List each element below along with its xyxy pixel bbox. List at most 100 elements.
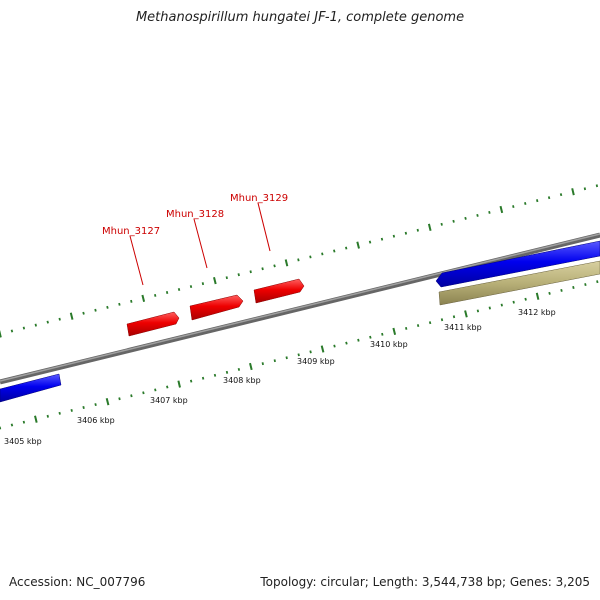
lower-track-minor-tick — [440, 318, 444, 322]
lower-track-major-tick — [464, 310, 468, 318]
accession-text: Accession: NC_007796 — [9, 575, 146, 589]
lower-track-minor-tick — [166, 385, 169, 389]
upper-track-major-tick — [69, 312, 74, 320]
gene-label-leader-3129 — [257, 202, 271, 252]
lower-track-minor-tick — [369, 335, 372, 339]
lower-track-major-tick — [34, 415, 38, 423]
scale-label-3409: 3409 kbp — [297, 357, 335, 366]
upper-track-minor-tick — [177, 288, 181, 292]
lower-track-minor-tick — [584, 283, 587, 287]
upper-tick-track — [0, 184, 599, 338]
upper-track-major-tick — [213, 276, 217, 285]
lower-track-minor-tick — [285, 356, 288, 360]
upper-track-minor-tick — [273, 264, 276, 268]
upper-track-major-tick — [284, 259, 289, 267]
upper-track-minor-tick — [201, 282, 205, 286]
upper-track-major-tick — [0, 330, 2, 338]
lower-track-minor-tick — [512, 300, 515, 304]
upper-track-major-tick — [499, 205, 504, 214]
upper-track-minor-tick — [452, 219, 455, 223]
upper-track-major-tick — [571, 188, 575, 196]
gene-label-mhun-3129[interactable]: Mhun_3129 — [230, 193, 288, 204]
upper-track-minor-tick — [10, 329, 14, 333]
scale-label-3408: 3408 kbp — [223, 376, 261, 385]
gene-label-leader-3128 — [193, 218, 208, 269]
lower-track-minor-tick — [22, 420, 26, 424]
upper-track-major-tick — [356, 241, 360, 249]
genome-summary-text: Topology: circular; Length: 3,544,738 bp… — [260, 575, 590, 589]
upper-track-minor-tick — [368, 240, 372, 244]
gene-mhun-3128[interactable] — [189, 294, 244, 321]
gene-label-mhun-3127[interactable]: Mhun_3127 — [102, 226, 160, 237]
lower-track-major-tick — [392, 327, 397, 336]
upper-track-minor-tick — [345, 246, 348, 250]
upper-track-minor-tick — [94, 308, 97, 312]
forward-gene-left[interactable] — [0, 373, 62, 403]
lower-track-minor-tick — [273, 359, 276, 363]
upper-track-minor-tick — [297, 258, 300, 262]
upper-track-minor-tick — [559, 193, 563, 197]
lower-track-minor-tick — [476, 309, 480, 313]
upper-track-minor-tick — [237, 273, 240, 277]
upper-track-minor-tick — [225, 276, 228, 280]
lower-track-minor-tick — [548, 291, 551, 295]
lower-track-minor-tick — [118, 397, 121, 401]
upper-track-minor-tick — [536, 199, 539, 203]
upper-track-minor-tick — [464, 216, 467, 220]
lower-track-minor-tick — [213, 373, 217, 377]
lower-track-minor-tick — [452, 315, 456, 319]
upper-track-minor-tick — [583, 187, 587, 191]
upper-track-minor-tick — [440, 222, 443, 226]
gene-mhun-3129[interactable] — [253, 278, 305, 304]
lower-track-minor-tick — [297, 353, 300, 357]
upper-track-minor-tick — [380, 237, 384, 241]
upper-track-minor-tick — [524, 202, 527, 206]
upper-track-minor-tick — [512, 205, 515, 209]
upper-track-minor-tick — [547, 196, 551, 200]
upper-track-minor-tick — [249, 270, 252, 274]
upper-track-minor-tick — [130, 299, 133, 303]
lower-track-minor-tick — [70, 408, 73, 412]
lower-track-major-tick — [177, 380, 181, 388]
lower-track-minor-tick — [488, 306, 491, 310]
lower-track-minor-tick — [416, 324, 420, 328]
upper-track-major-tick — [141, 294, 146, 303]
gene-label-mhun-3128[interactable]: Mhun_3128 — [166, 209, 224, 220]
scale-label-3410: 3410 kbp — [370, 340, 408, 349]
lower-track-major-tick — [535, 292, 540, 300]
upper-track-minor-tick — [58, 317, 61, 321]
lower-track-minor-tick — [428, 321, 432, 325]
lower-track-minor-tick — [357, 338, 360, 342]
lower-track-minor-tick — [237, 367, 241, 371]
lower-track-minor-tick — [201, 376, 205, 380]
lower-track-minor-tick — [309, 350, 312, 354]
lower-tick-track — [0, 280, 599, 430]
lower-track-minor-tick — [58, 411, 61, 415]
lower-track-minor-tick — [345, 341, 348, 345]
scale-label-3407: 3407 kbp — [150, 396, 188, 405]
upper-track-minor-tick — [404, 231, 408, 235]
upper-track-major-tick — [427, 223, 432, 231]
upper-track-minor-tick — [488, 210, 491, 214]
upper-track-minor-tick — [189, 285, 193, 289]
upper-track-minor-tick — [333, 249, 336, 253]
lower-track-minor-tick — [596, 280, 599, 284]
lower-track-minor-tick — [142, 391, 145, 395]
upper-track-minor-tick — [22, 326, 26, 330]
lower-track-minor-tick — [10, 423, 14, 427]
reverse-gene-right[interactable] — [438, 260, 600, 306]
genome-backbone — [0, 232, 600, 385]
lower-track-minor-tick — [82, 405, 85, 410]
upper-track-minor-tick — [416, 228, 419, 232]
gene-mhun-3127[interactable] — [126, 311, 180, 337]
forward-gene-right[interactable] — [435, 240, 600, 288]
upper-track-minor-tick — [46, 320, 49, 324]
upper-track-minor-tick — [261, 267, 264, 271]
lower-track-major-tick — [320, 345, 325, 353]
lower-track-minor-tick — [261, 362, 264, 366]
upper-track-minor-tick — [321, 252, 324, 256]
upper-track-minor-tick — [154, 293, 157, 297]
genome-backbone-highlight — [0, 233, 600, 382]
